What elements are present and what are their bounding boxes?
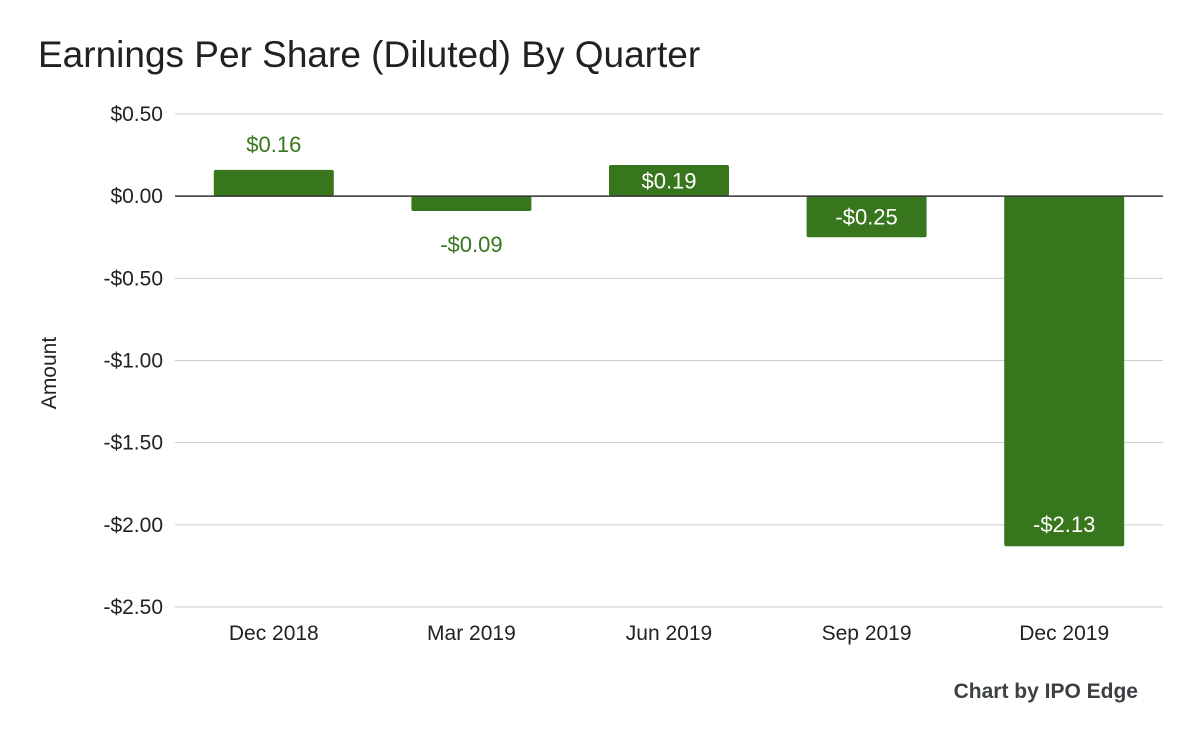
y-axis-title: Amount: [38, 337, 61, 410]
data-label: -$0.09: [440, 232, 502, 257]
x-category-label: Dec 2018: [229, 622, 319, 645]
y-tick-label: -$2.00: [103, 514, 163, 537]
x-category-label: Mar 2019: [427, 622, 516, 645]
data-labels: $0.16 -$0.09 $0.19 -$0.25 -$2.13: [246, 132, 1095, 537]
x-category-label: Sep 2019: [822, 622, 912, 645]
bar: [609, 164, 729, 197]
x-axis-categories: Dec 2018 Mar 2019 Jun 2019 Sep 2019 Dec 2019: [229, 622, 1109, 645]
data-label: -$2.13: [1033, 512, 1095, 537]
bar: [806, 196, 927, 238]
bar: [1004, 196, 1125, 547]
x-category-label: Dec 2019: [1019, 622, 1109, 645]
gridlines: [175, 113, 1163, 608]
y-tick-label: -$2.50: [103, 596, 163, 619]
data-label: $0.19: [641, 169, 696, 194]
bars: [213, 164, 1125, 547]
chart-credit: Chart by IPO Edge: [953, 680, 1138, 703]
data-label: $0.16: [246, 132, 301, 157]
bar: [411, 196, 532, 211]
y-tick-label: -$1.50: [103, 432, 163, 455]
bar: [213, 169, 334, 197]
y-axis-ticks: $0.50 $0.00 -$0.50 -$1.00 -$1.50 -$2.00 -$2.50: [103, 103, 163, 619]
data-label: -$0.25: [835, 205, 897, 230]
x-category-label: Jun 2019: [626, 622, 712, 645]
chart-title: Earnings Per Share (Diluted) By Quarter: [38, 34, 701, 75]
y-tick-label: -$0.50: [103, 267, 163, 290]
y-tick-label: $0.50: [110, 103, 163, 126]
y-tick-label: $0.00: [110, 185, 163, 208]
y-tick-label: -$1.00: [103, 350, 163, 373]
